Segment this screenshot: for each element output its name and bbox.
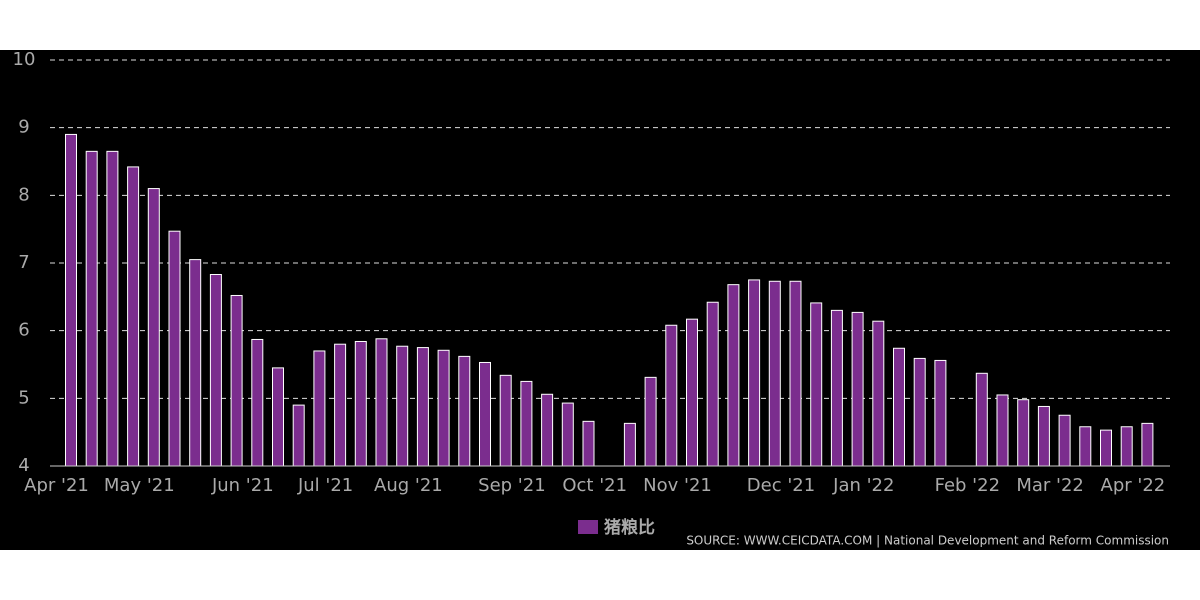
bar: [147, 188, 160, 467]
bar: [851, 311, 864, 467]
x-tick-label: Jul '21: [297, 475, 353, 496]
x-tick-label: Apr '21: [24, 475, 89, 496]
bar: [520, 380, 533, 467]
x-tick-label: Dec '21: [747, 475, 815, 496]
bar: [272, 367, 284, 467]
y-tick-label: 7: [18, 252, 29, 273]
bar: [127, 166, 140, 467]
x-tick-label: Mar '22: [1016, 475, 1084, 496]
source: SOURCE: WWW.CEICDATA.COM | National Deve…: [686, 534, 1169, 548]
x-tick-label: Aug '21: [374, 475, 443, 496]
bar: [810, 302, 823, 467]
bar: [209, 274, 222, 467]
bar: [1037, 405, 1050, 467]
bar: [1079, 426, 1092, 467]
y-tick-label: 4: [18, 455, 29, 476]
bar: [893, 347, 905, 467]
y-tick-label: 9: [18, 117, 29, 138]
x-tick-label: Jan '22: [832, 475, 894, 496]
bar: [913, 357, 926, 467]
bar: [354, 340, 367, 467]
bar: [292, 404, 305, 467]
x-tick-label: Oct '21: [562, 475, 627, 496]
bar: [499, 374, 512, 467]
bar: [1100, 429, 1112, 467]
bar: [665, 324, 678, 467]
x-tick-label: Feb '22: [935, 475, 1000, 496]
bar: [396, 345, 409, 467]
bar: [313, 350, 326, 467]
y-tick-label: 10: [13, 49, 36, 70]
y-tick-label: 5: [18, 387, 29, 408]
bar: [1017, 399, 1030, 467]
bar: [416, 347, 429, 467]
bar: [727, 284, 740, 467]
bar: [1058, 414, 1071, 467]
bar: [768, 280, 781, 467]
legend-label: 猪粮比: [604, 517, 655, 538]
bar: [437, 349, 450, 467]
bar: [830, 309, 843, 467]
bar: [334, 343, 347, 467]
bar: [168, 230, 181, 467]
bar: [1120, 426, 1133, 467]
bar: [106, 150, 119, 467]
x-tick-label: Sep '21: [478, 475, 546, 496]
x-tick-label: May '21: [104, 475, 175, 496]
bar: [623, 422, 636, 467]
y-tick-label: 8: [18, 184, 29, 205]
bar: [251, 338, 264, 467]
x-tick-label: Apr '22: [1101, 475, 1166, 496]
bar: [975, 372, 988, 467]
bar: [644, 376, 657, 467]
bar: [189, 259, 202, 467]
bar: [230, 294, 243, 467]
bar: [561, 402, 574, 467]
bar: [1141, 422, 1154, 467]
bar: [686, 318, 698, 467]
x-tick-label: Jun '21: [211, 475, 274, 496]
legend-swatch: [578, 520, 598, 534]
x-tick-label: Nov '21: [643, 475, 712, 496]
bar: [934, 359, 947, 467]
bar: [706, 301, 719, 467]
bar: [996, 394, 1009, 467]
bar: [789, 280, 802, 467]
bar: [541, 393, 554, 467]
bar: [479, 361, 491, 467]
bar: [85, 150, 98, 467]
bar: [872, 320, 885, 467]
bar: [748, 279, 761, 467]
bar: [458, 355, 471, 467]
bar: [65, 133, 77, 467]
bar: [582, 420, 595, 467]
y-tick-label: 6: [18, 320, 29, 341]
bar: [375, 338, 388, 467]
